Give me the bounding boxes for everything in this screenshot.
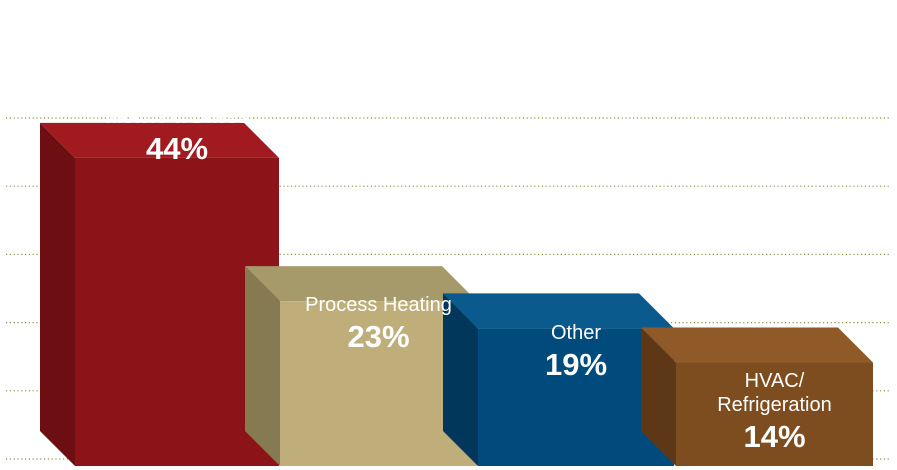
bar-label-2: Process Heating	[305, 294, 452, 316]
bar-top-1	[40, 122, 279, 158]
bar-1	[40, 122, 279, 467]
bar-side-4	[641, 327, 676, 466]
bar-label-3: Other	[551, 322, 601, 344]
bar-value-3: 19%	[545, 347, 607, 382]
bar-side-1	[40, 122, 75, 467]
bar-value-4: 14%	[743, 419, 805, 454]
bar-top-2	[245, 266, 477, 302]
bar-labels: Motors & Drives 44% Process Heating 23% Othe…	[106, 106, 832, 454]
bar-top-4	[641, 327, 873, 363]
bar-value-1: 44%	[146, 131, 208, 166]
bars	[40, 122, 873, 467]
bar-value-2: 23%	[347, 319, 409, 354]
bar-side-2	[245, 266, 280, 466]
bar-side-3	[443, 293, 478, 466]
bar-4	[641, 327, 873, 466]
bar-front-4	[676, 362, 873, 466]
bar-label-1: Motors & Drives	[106, 106, 248, 128]
bar-label-4-line-1: HVAC/	[745, 370, 805, 392]
bar-label-4-line-2: Refrigeration	[717, 394, 832, 416]
bar-top-3	[443, 293, 674, 329]
